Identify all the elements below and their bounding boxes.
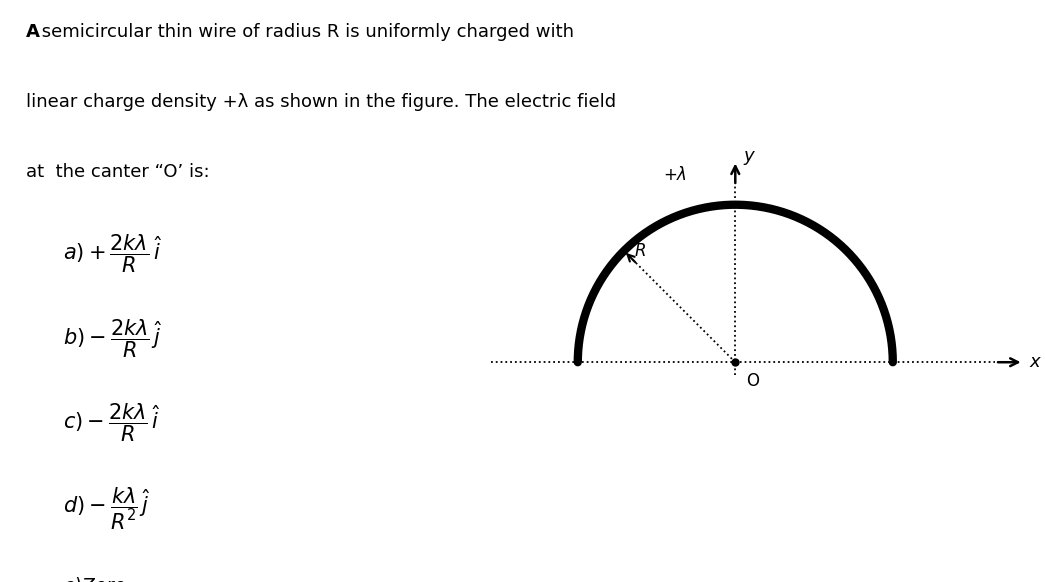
Text: O: O [746, 372, 760, 390]
Text: $+\lambda$: $+\lambda$ [664, 166, 688, 184]
Text: $d) - \dfrac{k\lambda}{R^2}\,\hat{j}$: $d) - \dfrac{k\lambda}{R^2}\,\hat{j}$ [63, 486, 150, 532]
Text: linear charge density +λ as shown in the figure. The electric field: linear charge density +λ as shown in the… [26, 93, 617, 111]
Text: R: R [635, 242, 647, 260]
Text: x: x [1029, 353, 1041, 371]
Text: y: y [743, 147, 753, 165]
Text: at  the canter “O’ is:: at the canter “O’ is: [26, 163, 210, 181]
Text: $b) - \dfrac{2k\lambda}{R}\,\hat{j}$: $b) - \dfrac{2k\lambda}{R}\,\hat{j}$ [63, 317, 162, 360]
Text: e)Zero: e)Zero [63, 576, 125, 582]
Text: A: A [26, 23, 40, 41]
Text: semicircular thin wire of radius R is uniformly charged with: semicircular thin wire of radius R is un… [36, 23, 574, 41]
Text: $a) + \dfrac{2k\lambda}{R}\,\hat{i}$: $a) + \dfrac{2k\lambda}{R}\,\hat{i}$ [63, 233, 162, 275]
Text: $c) - \dfrac{2k\lambda}{R}\,\hat{i}$: $c) - \dfrac{2k\lambda}{R}\,\hat{i}$ [63, 402, 161, 444]
